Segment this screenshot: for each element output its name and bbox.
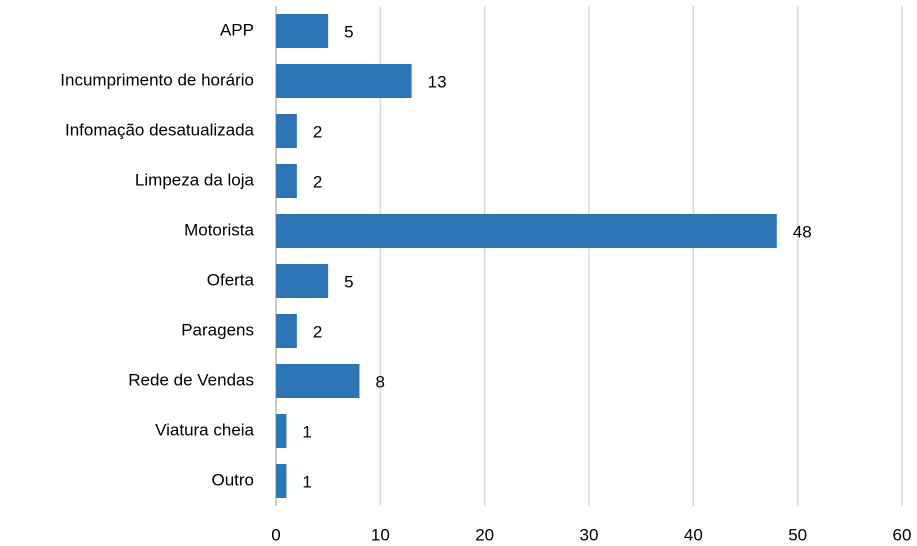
x-tick-label: 50	[788, 525, 807, 544]
y-tick-label: Incumprimento de horário	[60, 70, 254, 89]
bar	[276, 314, 297, 348]
y-tick-label: Motorista	[184, 220, 254, 239]
x-tick-label: 30	[580, 525, 599, 544]
y-tick-label: Limpeza da loja	[135, 170, 255, 189]
bar	[276, 264, 329, 298]
bar	[276, 364, 360, 398]
x-tick-label: 0	[271, 525, 280, 544]
data-label: 5	[344, 272, 353, 291]
x-tick-label: 10	[371, 525, 390, 544]
bar	[276, 414, 287, 448]
data-label: 13	[428, 72, 447, 91]
y-tick-label: Infomação desatualizada	[65, 120, 255, 139]
data-label: 48	[793, 222, 812, 241]
y-tick-label: Oferta	[207, 270, 255, 289]
y-tick-label: Paragens	[181, 320, 254, 339]
data-label: 5	[344, 22, 353, 41]
bar	[276, 64, 412, 98]
data-label: 8	[375, 372, 384, 391]
bar	[276, 214, 777, 248]
bar	[276, 464, 287, 498]
x-tick-label: 60	[893, 525, 912, 544]
y-tick-label: Outro	[211, 470, 254, 489]
bar	[276, 14, 329, 48]
data-label: 2	[313, 322, 322, 341]
y-tick-label: Rede de Vendas	[128, 370, 254, 389]
x-tick-label: 40	[684, 525, 703, 544]
y-tick-label: APP	[220, 20, 254, 39]
data-label: 2	[313, 172, 322, 191]
data-label: 1	[302, 472, 311, 491]
bar	[276, 164, 297, 198]
x-tick-label: 20	[475, 525, 494, 544]
y-tick-label: Viatura cheia	[155, 420, 254, 439]
data-label: 1	[302, 422, 311, 441]
bar	[276, 114, 297, 148]
data-label: 2	[313, 122, 322, 141]
